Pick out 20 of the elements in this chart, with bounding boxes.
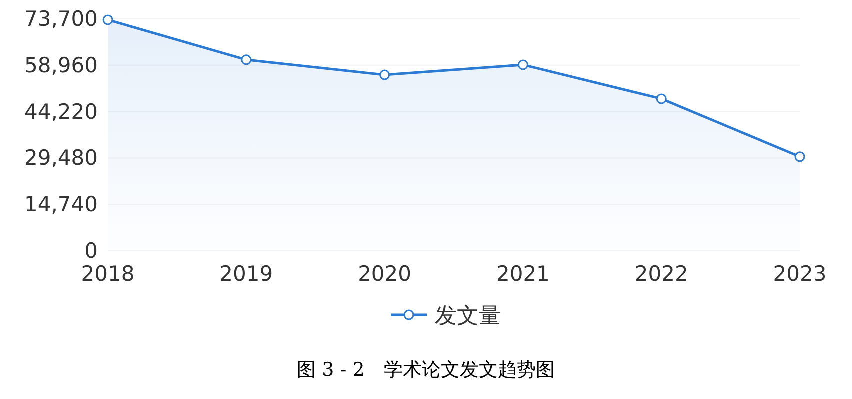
x-tick-label: 2021 <box>496 262 550 286</box>
x-tick-label: 2023 <box>773 262 827 286</box>
point <box>380 70 390 80</box>
point <box>102 14 114 26</box>
y-tick-label: 14,740 <box>24 192 98 217</box>
x-tick-label: 2022 <box>634 262 688 286</box>
point <box>794 152 806 162</box>
x-tick-label: 2019 <box>220 262 274 286</box>
point <box>518 60 528 70</box>
y-tick-label: 29,480 <box>24 146 98 170</box>
point <box>241 54 252 66</box>
x-tick-label: 2020 <box>358 262 412 286</box>
y-tick-label: 44,220 <box>24 100 98 124</box>
x-tick-label: 2018 <box>81 262 135 286</box>
y-tick-label: 73,700 <box>24 7 98 31</box>
legend-label: 发文量 <box>435 304 501 329</box>
y-tick-label: 0 <box>84 239 98 263</box>
point <box>656 94 667 104</box>
caption: 图 3 - 2 学术论文发文趋势图 <box>297 359 555 381</box>
y-tick-label: 58,960 <box>24 53 98 78</box>
